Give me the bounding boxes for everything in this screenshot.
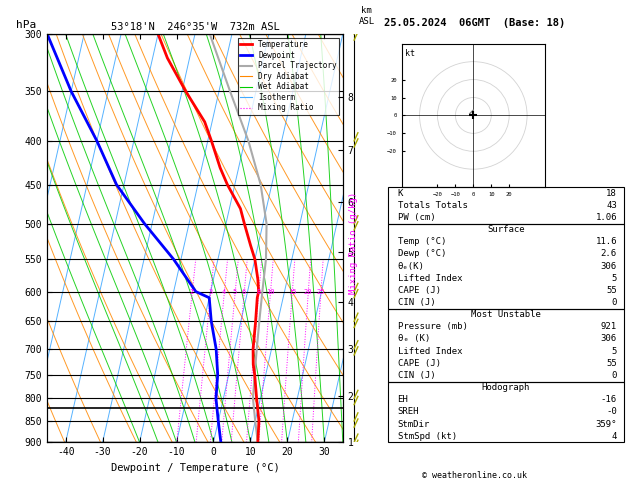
Text: 0: 0 [611, 371, 617, 380]
Text: PW (cm): PW (cm) [398, 213, 435, 222]
Text: Dewp (°C): Dewp (°C) [398, 249, 446, 259]
Text: Lifted Index: Lifted Index [398, 274, 462, 283]
Text: 6: 6 [242, 289, 246, 295]
Text: CAPE (J): CAPE (J) [398, 286, 440, 295]
Text: EH: EH [398, 395, 408, 404]
Text: CAPE (J): CAPE (J) [398, 359, 440, 368]
Text: Hodograph: Hodograph [482, 383, 530, 392]
Text: 4: 4 [611, 432, 617, 441]
Text: 306: 306 [601, 334, 617, 344]
Text: 55: 55 [606, 286, 617, 295]
Text: 359°: 359° [596, 419, 617, 429]
Text: StmSpd (kt): StmSpd (kt) [398, 432, 457, 441]
Text: Mixing Ratio (g/kg): Mixing Ratio (g/kg) [349, 192, 358, 294]
Text: Surface: Surface [487, 225, 525, 234]
Text: SREH: SREH [398, 407, 419, 417]
Title: 53°18'N  246°35'W  732m ASL: 53°18'N 246°35'W 732m ASL [111, 22, 279, 32]
X-axis label: Dewpoint / Temperature (°C): Dewpoint / Temperature (°C) [111, 463, 279, 473]
Text: © weatheronline.co.uk: © weatheronline.co.uk [423, 471, 527, 480]
Y-axis label: km
ASL: km ASL [359, 6, 374, 26]
Text: Lifted Index: Lifted Index [398, 347, 462, 356]
Text: Totals Totals: Totals Totals [398, 201, 467, 210]
Text: 5: 5 [611, 347, 617, 356]
Text: kt: kt [404, 50, 415, 58]
Legend: Temperature, Dewpoint, Parcel Trajectory, Dry Adiabat, Wet Adiabat, Isotherm, Mi: Temperature, Dewpoint, Parcel Trajectory… [238, 38, 339, 115]
Text: K: K [398, 189, 403, 198]
Text: 5: 5 [611, 274, 617, 283]
Text: 55: 55 [606, 359, 617, 368]
Text: 4: 4 [222, 289, 226, 295]
Text: StmDir: StmDir [398, 419, 430, 429]
Text: CIN (J): CIN (J) [398, 371, 435, 380]
Text: 25: 25 [316, 289, 325, 295]
Text: 43: 43 [606, 201, 617, 210]
Text: 5: 5 [233, 289, 237, 295]
Text: -16: -16 [601, 395, 617, 404]
Text: 921: 921 [601, 322, 617, 331]
Text: 18: 18 [606, 189, 617, 198]
Text: 2: 2 [190, 289, 194, 295]
Text: 10: 10 [266, 289, 275, 295]
Text: 8: 8 [257, 289, 261, 295]
Text: Temp (°C): Temp (°C) [398, 237, 446, 246]
Text: θₑ(K): θₑ(K) [398, 261, 425, 271]
Text: Pressure (mb): Pressure (mb) [398, 322, 467, 331]
Text: 2.6: 2.6 [601, 249, 617, 259]
Text: CIN (J): CIN (J) [398, 298, 435, 307]
Y-axis label: hPa: hPa [16, 20, 36, 30]
Text: 3: 3 [208, 289, 213, 295]
Text: 306: 306 [601, 261, 617, 271]
Text: 25.05.2024  06GMT  (Base: 18): 25.05.2024 06GMT (Base: 18) [384, 18, 565, 29]
Text: 20: 20 [304, 289, 313, 295]
Text: θₑ (K): θₑ (K) [398, 334, 430, 344]
Text: Most Unstable: Most Unstable [471, 310, 541, 319]
Text: -0: -0 [606, 407, 617, 417]
Text: 15: 15 [288, 289, 296, 295]
Text: 1.06: 1.06 [596, 213, 617, 222]
Text: 11.6: 11.6 [596, 237, 617, 246]
Text: 0: 0 [611, 298, 617, 307]
